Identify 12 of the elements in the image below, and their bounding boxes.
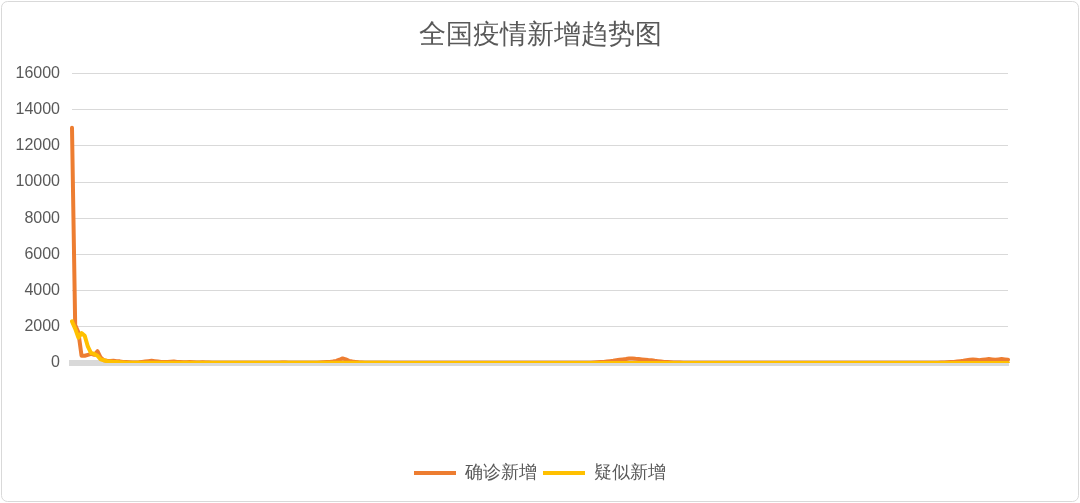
y-tick-label: 8000 [24,208,61,226]
y-tick-label: 6000 [24,244,61,262]
y-tick-label: 14000 [15,100,61,118]
y-tick-label: 12000 [15,136,61,154]
y-tick-label: 2000 [24,317,61,335]
y-tick-label: 10000 [15,172,61,190]
legend-label: 疑似新增 [594,461,666,482]
y-tick-label: 4000 [24,281,61,299]
y-tick-label: 0 [51,353,61,371]
chart-title: 全国疫情新增趋势图 [418,18,662,49]
y-tick-label: 16000 [15,63,61,81]
legend-label: 确诊新增 [464,461,537,482]
